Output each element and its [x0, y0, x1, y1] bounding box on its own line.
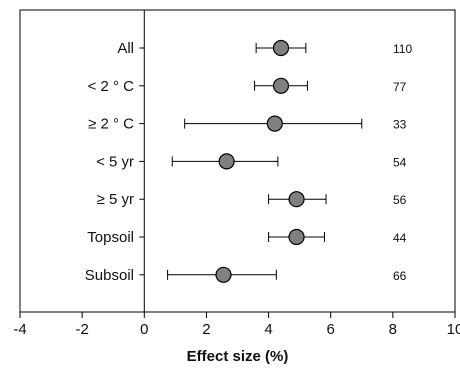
effect-size-point — [288, 228, 305, 246]
forest-row: ≥ 2 ° C 33 — [88, 115, 407, 133]
plot-frame — [19, 9, 456, 313]
sample-size-label: 77 — [393, 80, 407, 94]
category-label: ≥ 2 ° C — [88, 116, 134, 133]
category-label: < 2 ° C — [88, 78, 135, 95]
category-label: Topsoil — [87, 229, 134, 246]
sample-size-label: 33 — [393, 118, 407, 132]
x-tick-label: 10 — [447, 321, 460, 338]
category-label: ≥ 5 yr — [97, 191, 134, 208]
forest-rows: All 110 < 2 ° C 77 ≥ 2 ° C 33 < 5 yr 54 ≥ 5 yr 56… — [85, 39, 412, 284]
x-tick-label: 4 — [264, 321, 272, 338]
effect-size-point — [272, 77, 290, 94]
effect-size-point — [288, 191, 305, 208]
effect-size-point — [266, 115, 283, 132]
category-label: Subsoil — [85, 267, 134, 284]
x-tick-label: -4 — [13, 321, 26, 338]
forest-row: < 5 yr 54 — [96, 153, 407, 170]
sample-size-label: 54 — [393, 155, 407, 169]
category-label: < 5 yr — [96, 153, 134, 170]
forest-row: ≥ 5 yr 56 — [97, 191, 407, 208]
sample-size-label: 56 — [393, 193, 407, 207]
x-tick-label: 2 — [202, 321, 210, 338]
sample-size-label: 66 — [393, 269, 407, 283]
x-tick-label: 0 — [140, 321, 148, 338]
category-label: All — [117, 40, 134, 57]
x-tick-label: 8 — [389, 321, 397, 338]
x-axis-title: Effect size (%) — [187, 348, 289, 365]
sample-size-label: 44 — [393, 231, 407, 245]
forest-row: Subsoil 66 — [85, 266, 407, 284]
forest-row: < 2 ° C 77 — [88, 77, 407, 95]
effect-size-point — [272, 39, 290, 57]
x-tick-label: 6 — [327, 321, 335, 338]
forest-row: Topsoil 44 — [87, 228, 407, 246]
sample-size-label: 110 — [393, 42, 412, 56]
x-axis-ticks: -4 -2 0 2 4 6 8 10 — [13, 312, 460, 338]
effect-size-point — [215, 266, 232, 283]
forest-row: All 110 — [117, 39, 412, 57]
effect-size-point — [218, 153, 235, 170]
x-tick-label: -2 — [75, 321, 88, 338]
